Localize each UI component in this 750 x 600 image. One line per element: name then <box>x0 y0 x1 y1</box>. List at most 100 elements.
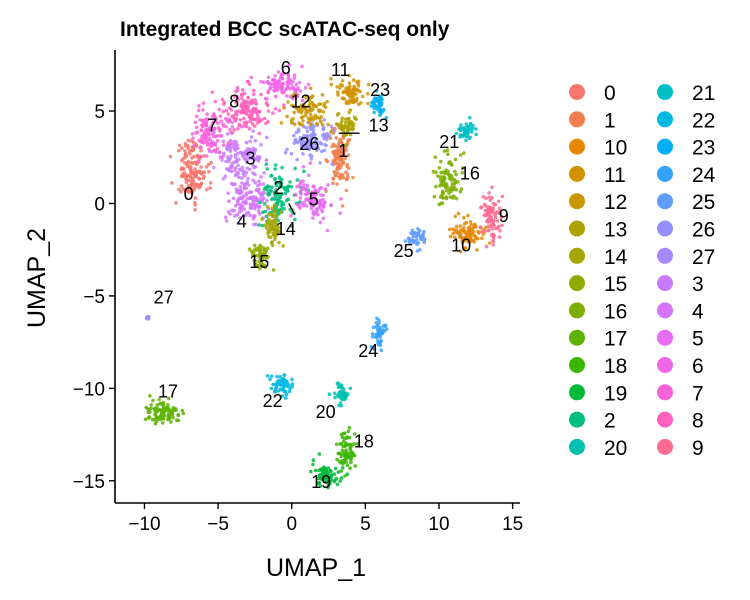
point-cluster-5 <box>314 188 318 193</box>
point-cluster-4 <box>232 214 237 218</box>
point-cluster-22 <box>285 384 290 389</box>
point-cluster-7 <box>199 128 204 133</box>
point-cluster-13 <box>340 119 344 123</box>
point-cluster-14 <box>272 204 277 208</box>
point-cluster-11 <box>352 99 357 104</box>
point-cluster-7 <box>221 143 226 147</box>
point-cluster-25 <box>403 239 408 243</box>
point-cluster-2 <box>286 197 291 202</box>
point-cluster-6 <box>300 98 305 103</box>
point-cluster-0 <box>193 196 198 200</box>
point-cluster-16 <box>452 186 457 190</box>
legend-swatch <box>657 193 673 210</box>
point-cluster-3 <box>251 171 255 175</box>
point-cluster-9 <box>493 202 497 207</box>
point-cluster-0 <box>197 169 202 173</box>
point-cluster-7 <box>214 119 218 124</box>
point-cluster-15 <box>271 268 276 272</box>
point-cluster-5 <box>309 203 314 208</box>
legend-label: 2 <box>604 410 616 433</box>
legend-swatch <box>569 138 585 155</box>
point-cluster-22 <box>282 384 286 389</box>
point-cluster-4 <box>234 187 239 191</box>
point-cluster-19 <box>340 466 345 470</box>
legend-swatch <box>569 302 585 319</box>
point-cluster-5 <box>297 183 302 187</box>
point-cluster-17 <box>155 403 160 407</box>
point-cluster-12 <box>320 93 325 97</box>
point-cluster-7 <box>212 112 216 116</box>
legend-swatch <box>569 384 585 401</box>
point-cluster-8 <box>271 111 275 115</box>
cluster-label-3: 3 <box>245 149 255 169</box>
point-cluster-5 <box>312 193 317 197</box>
point-cluster-3 <box>265 135 269 140</box>
cluster-label-18: 18 <box>354 432 374 452</box>
point-cluster-24 <box>377 318 381 323</box>
point-cluster-13 <box>342 124 347 128</box>
point-cluster-6 <box>282 71 287 76</box>
legend-label: 8 <box>692 410 704 433</box>
point-cluster-14 <box>274 231 279 236</box>
point-cluster-10 <box>488 241 492 245</box>
point-cluster-11 <box>358 89 362 94</box>
point-cluster-14 <box>270 206 275 211</box>
point-cluster-8 <box>210 90 215 94</box>
point-cluster-6 <box>273 74 277 78</box>
point-cluster-18 <box>339 469 344 473</box>
point-cluster-8 <box>250 121 255 126</box>
legend-item-23: 23 <box>657 137 715 160</box>
point-cluster-19 <box>311 462 315 467</box>
point-cluster-0 <box>180 158 184 163</box>
point-cluster-17 <box>166 406 171 411</box>
point-cluster-26 <box>301 152 305 156</box>
point-cluster-1 <box>343 156 348 160</box>
point-cluster-8 <box>262 116 267 121</box>
point-cluster-3 <box>244 159 249 163</box>
point-cluster-19 <box>326 477 331 482</box>
point-cluster-9 <box>484 196 488 201</box>
x-tick-label: −5 <box>207 514 229 535</box>
point-cluster-16 <box>433 155 438 159</box>
point-cluster-7 <box>199 145 203 149</box>
point-cluster-8 <box>235 112 239 117</box>
point-cluster-22 <box>282 373 287 377</box>
point-cluster-5 <box>304 204 309 208</box>
point-cluster-0 <box>208 181 213 185</box>
point-cluster-17 <box>176 418 181 423</box>
point-cluster-26 <box>321 125 326 130</box>
point-cluster-4 <box>240 181 244 185</box>
point-cluster-7 <box>224 124 228 129</box>
point-cluster-7 <box>227 117 232 122</box>
point-cluster-9 <box>483 213 487 218</box>
point-cluster-3 <box>232 139 236 144</box>
point-cluster-8 <box>257 109 262 113</box>
point-cluster-2 <box>290 224 294 229</box>
cluster-label-9: 9 <box>499 206 509 226</box>
point-cluster-22 <box>265 374 270 378</box>
point-cluster-2 <box>262 202 267 206</box>
point-cluster-22 <box>278 379 283 384</box>
point-cluster-23 <box>370 100 374 105</box>
point-cluster-4 <box>242 207 247 211</box>
point-cluster-18 <box>346 454 350 459</box>
point-cluster-17 <box>149 403 153 407</box>
point-cluster-0 <box>199 172 204 176</box>
point-cluster-19 <box>323 474 328 479</box>
point-cluster-9 <box>485 208 489 212</box>
cluster-26-points <box>283 118 337 166</box>
point-cluster-24 <box>370 335 375 339</box>
legend-swatch <box>569 275 585 292</box>
point-cluster-9 <box>483 229 487 233</box>
point-cluster-10 <box>480 236 484 240</box>
point-cluster-10 <box>451 227 456 232</box>
point-cluster-4 <box>257 204 262 209</box>
point-cluster-3 <box>251 149 256 153</box>
point-cluster-2 <box>268 188 273 193</box>
point-cluster-14 <box>269 235 273 240</box>
point-cluster-23 <box>372 110 377 115</box>
legend-item-22: 22 <box>657 109 715 132</box>
point-cluster-3 <box>225 167 229 171</box>
cluster-label-0: 0 <box>184 184 194 204</box>
point-cluster-0 <box>197 176 202 181</box>
